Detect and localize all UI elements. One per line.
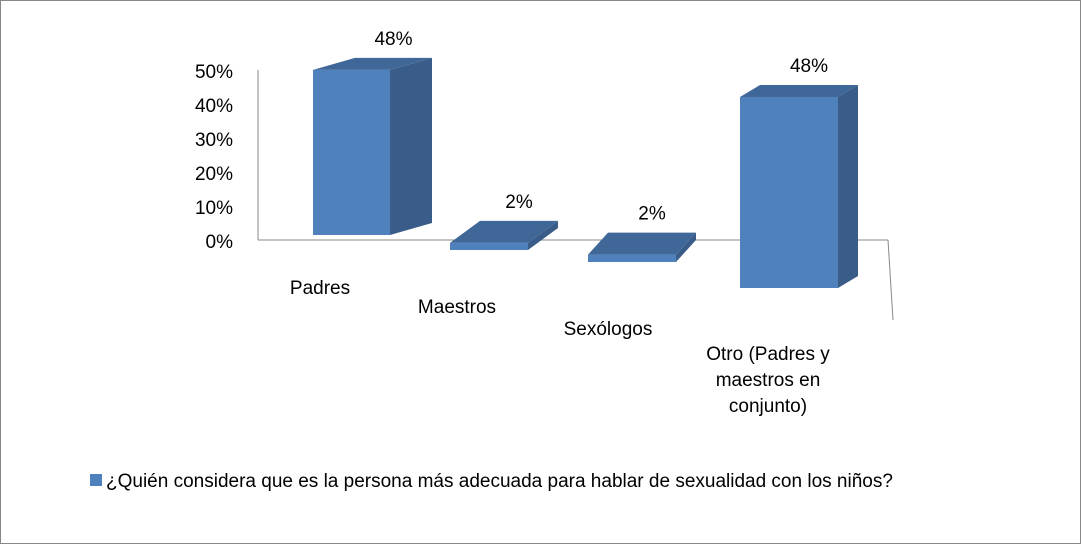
bar-side (838, 84, 858, 289)
data-label: 2% (505, 192, 533, 213)
x-tick-label: Sexólogos (563, 319, 653, 340)
y-tick-label: 50% (195, 62, 233, 83)
x-tick-label: Otro (Padres y maestros en conjunto) (706, 344, 830, 417)
floor-right (887, 239, 894, 321)
bar (450, 242, 528, 250)
bar-top (588, 232, 696, 255)
bar (313, 69, 390, 235)
y-tick-label: 0% (206, 232, 234, 253)
x-tick-label: Padres (289, 278, 351, 299)
y-tick-label: 40% (195, 96, 233, 117)
legend: ¿Quién considera que es la persona más a… (90, 468, 1050, 496)
legend-swatch (90, 474, 102, 486)
bar-top (313, 57, 432, 70)
bar-side (390, 57, 432, 235)
legend-label: ¿Quién considera que es la persona más a… (106, 471, 893, 492)
bar (588, 254, 676, 262)
data-label: 2% (638, 204, 666, 225)
bar-top (740, 84, 858, 97)
bar-top (450, 220, 558, 243)
bar-side (528, 220, 558, 250)
bar-side (676, 232, 696, 262)
data-label: 48% (790, 56, 828, 77)
bar (740, 96, 838, 289)
y-tick-label: 30% (195, 130, 233, 151)
y-tick-label: 10% (195, 198, 233, 219)
y-tick-label: 20% (195, 164, 233, 185)
data-label: 48% (374, 29, 412, 50)
x-tick-label: Maestros (417, 297, 497, 318)
